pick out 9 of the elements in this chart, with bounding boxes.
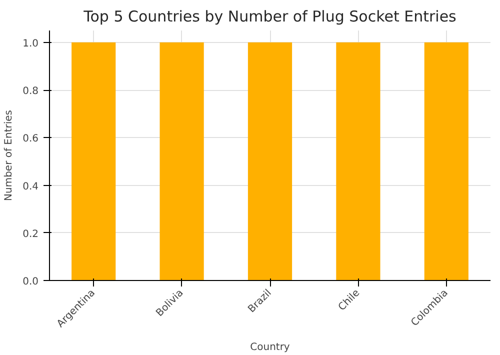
- y-tick-label: 1.0: [22, 38, 39, 50]
- y-tick-label: 0.8: [22, 86, 39, 98]
- y-tick-label: 0.6: [22, 134, 39, 145]
- y-axis-title: Number of Entries: [4, 110, 15, 201]
- y-tick-label: 0.2: [22, 228, 39, 240]
- y-tick-label: 0.4: [22, 181, 39, 192]
- y-tick-label: 0.0: [22, 276, 39, 288]
- chart-title: Top 5 Countries by Number of Plug Socket Entries: [82, 8, 457, 26]
- x-axis-title: Country: [250, 342, 290, 353]
